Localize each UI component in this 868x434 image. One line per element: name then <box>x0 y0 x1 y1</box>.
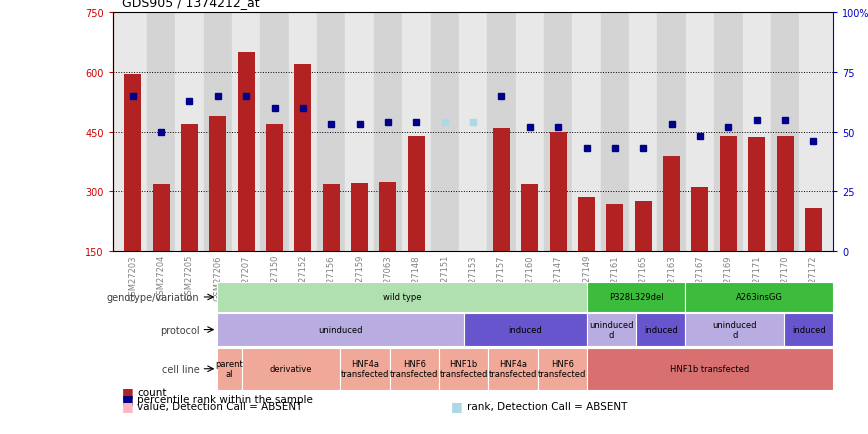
Bar <box>217 348 242 390</box>
Text: HNF6
transfected: HNF6 transfected <box>538 359 587 378</box>
Bar <box>686 283 833 312</box>
Text: uninduced: uninduced <box>319 326 363 334</box>
Bar <box>175 13 204 252</box>
Bar <box>572 13 601 252</box>
Text: HNF4a
transfected: HNF4a transfected <box>489 359 537 378</box>
Bar <box>493 128 510 252</box>
Bar <box>217 283 587 312</box>
Bar <box>663 156 681 252</box>
Bar <box>289 13 317 252</box>
Text: rank, Detection Call = ABSENT: rank, Detection Call = ABSENT <box>467 401 628 411</box>
Text: P328L329del: P328L329del <box>608 293 663 302</box>
Bar <box>147 13 175 252</box>
Bar <box>657 13 686 252</box>
Text: ■: ■ <box>451 399 464 412</box>
Bar <box>692 187 708 252</box>
Bar <box>522 184 538 252</box>
Text: GDS905 / 1374212_at: GDS905 / 1374212_at <box>122 0 260 9</box>
Bar <box>317 13 345 252</box>
Bar <box>587 348 833 390</box>
Bar <box>784 313 833 346</box>
Bar <box>153 185 169 252</box>
Bar <box>489 348 537 390</box>
Text: induced: induced <box>644 326 678 334</box>
Bar <box>266 125 283 252</box>
Bar <box>119 13 147 252</box>
Text: count: count <box>137 387 167 397</box>
Bar <box>232 13 260 252</box>
Bar <box>431 13 459 252</box>
Text: induced: induced <box>792 326 825 334</box>
Bar <box>544 13 572 252</box>
Text: protocol: protocol <box>160 325 200 335</box>
Bar <box>390 348 439 390</box>
Text: derivative: derivative <box>270 365 312 373</box>
Text: ■: ■ <box>122 399 134 412</box>
Text: A263insGG: A263insGG <box>736 293 783 302</box>
Bar <box>686 13 714 252</box>
Bar <box>351 183 368 252</box>
Bar <box>805 209 822 252</box>
Bar <box>238 53 254 252</box>
Bar <box>578 198 595 252</box>
Bar <box>629 13 657 252</box>
Bar <box>635 202 652 252</box>
Bar <box>340 348 390 390</box>
Bar <box>686 313 784 346</box>
Text: HNF4a
transfected: HNF4a transfected <box>341 359 390 378</box>
Bar <box>294 65 312 252</box>
Bar <box>587 283 686 312</box>
Bar <box>459 13 487 252</box>
Bar <box>439 348 489 390</box>
Bar <box>124 75 141 252</box>
Bar <box>720 136 737 252</box>
Bar <box>537 348 587 390</box>
Text: ■: ■ <box>122 392 134 405</box>
Text: cell line: cell line <box>161 364 200 374</box>
Bar <box>748 138 766 252</box>
Text: value, Detection Call = ABSENT: value, Detection Call = ABSENT <box>137 401 303 411</box>
Text: HNF6
transfected: HNF6 transfected <box>391 359 438 378</box>
Bar <box>516 13 544 252</box>
Text: genotype/variation: genotype/variation <box>107 293 200 302</box>
Bar <box>374 13 402 252</box>
Bar <box>323 184 339 252</box>
Bar <box>742 13 771 252</box>
Bar <box>601 13 629 252</box>
Bar <box>714 13 742 252</box>
Bar <box>636 313 686 346</box>
Bar <box>345 13 374 252</box>
Text: HNF1b
transfected: HNF1b transfected <box>439 359 488 378</box>
Text: induced: induced <box>509 326 542 334</box>
Bar <box>402 13 431 252</box>
Bar <box>777 136 793 252</box>
Text: uninduced
d: uninduced d <box>713 320 757 339</box>
Text: HNF1b transfected: HNF1b transfected <box>670 365 750 373</box>
Text: ■: ■ <box>122 385 134 398</box>
Bar <box>204 13 232 252</box>
Bar <box>379 182 397 252</box>
Bar <box>799 13 827 252</box>
Text: wild type: wild type <box>383 293 421 302</box>
Text: parent
al: parent al <box>216 359 244 378</box>
Bar <box>408 137 424 252</box>
Bar <box>181 125 198 252</box>
Bar <box>464 313 587 346</box>
Bar <box>549 132 567 252</box>
Bar <box>209 116 227 252</box>
Text: percentile rank within the sample: percentile rank within the sample <box>137 394 313 404</box>
Bar <box>771 13 799 252</box>
Bar <box>487 13 516 252</box>
Bar <box>587 313 636 346</box>
Bar <box>607 205 623 252</box>
Bar <box>217 313 464 346</box>
Bar <box>260 13 289 252</box>
Text: uninduced
d: uninduced d <box>589 320 634 339</box>
Bar <box>242 348 340 390</box>
